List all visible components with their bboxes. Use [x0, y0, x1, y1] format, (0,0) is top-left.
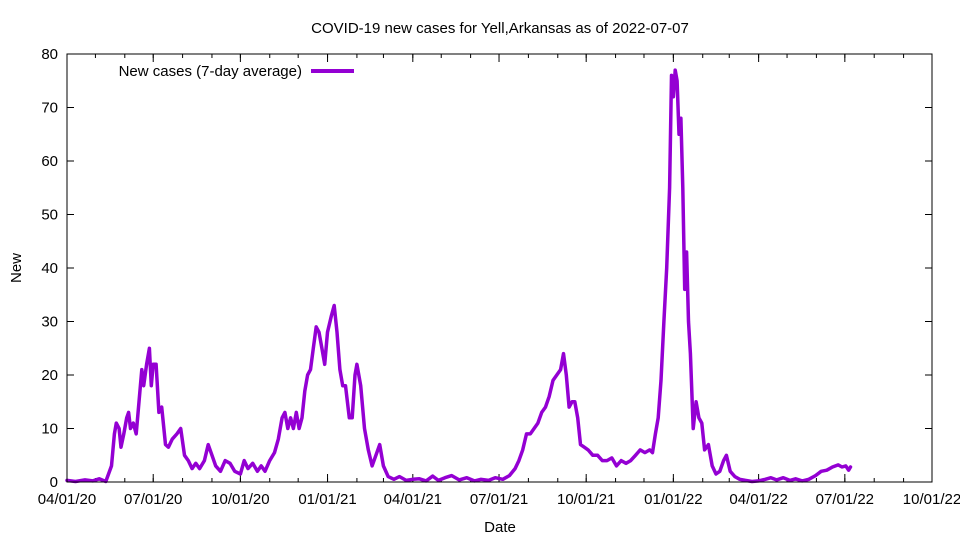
y-tick-label: 50 [41, 207, 58, 224]
x-tick-label: 07/01/20 [124, 491, 182, 508]
y-tick-label: 80 [41, 46, 58, 63]
x-tick-label: 07/01/22 [816, 491, 874, 508]
y-tick-label: 60 [41, 153, 58, 170]
x-tick-label: 07/01/21 [470, 491, 528, 508]
chart-title: COVID-19 new cases for Yell,Arkansas as … [311, 20, 689, 37]
x-tick-label: 04/01/21 [384, 491, 442, 508]
x-axis-ticks: 04/01/20 07/01/20 10/01/20 01/01/21 04/01/21… [38, 54, 960, 508]
plot-frame [66, 53, 933, 483]
x-tick-label: 01/01/22 [644, 491, 702, 508]
series-line-0 [65, 68, 853, 484]
y-tick-label: 0 [50, 474, 58, 491]
y-tick-label: 10 [41, 421, 58, 438]
x-tick-label: 01/01/21 [298, 491, 356, 508]
y-tick-label: 20 [41, 367, 58, 384]
x-tick-label: 04/01/22 [729, 491, 787, 508]
y-tick-label: 30 [41, 314, 58, 331]
y-axis-ticks: 0 10 20 30 40 50 60 70 80 [41, 46, 932, 491]
y-tick-label: 70 [41, 100, 58, 117]
x-tick-label: 10/01/21 [557, 491, 615, 508]
x-tick-label: 10/01/20 [211, 491, 269, 508]
x-tick-label: 10/01/22 [903, 491, 960, 508]
x-tick-label: 04/01/20 [38, 491, 96, 508]
series-layer [65, 68, 853, 484]
y-tick-label: 40 [41, 260, 58, 277]
legend: New cases (7-day average) [119, 63, 354, 80]
x-axis-label: Date [484, 519, 516, 536]
y-axis-label: New [8, 253, 25, 283]
legend-label: New cases (7-day average) [119, 63, 302, 80]
